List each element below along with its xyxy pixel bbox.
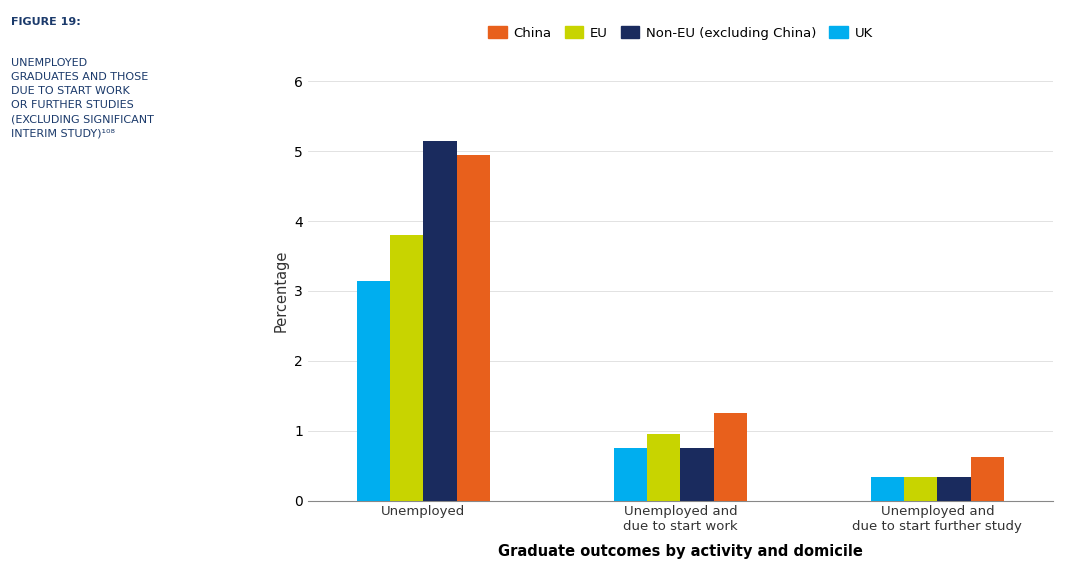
Bar — [423, 141, 457, 501]
Bar — [390, 235, 423, 501]
Bar — [613, 448, 647, 501]
X-axis label: Graduate outcomes by activity and domicile: Graduate outcomes by activity and domici… — [498, 545, 863, 559]
Bar — [356, 281, 390, 501]
Bar — [714, 413, 747, 501]
Bar — [680, 448, 714, 501]
Bar — [937, 477, 971, 501]
Text: UNEMPLOYED
GRADUATES AND THOSE
DUE TO START WORK
OR FURTHER STUDIES
(EXCLUDING S: UNEMPLOYED GRADUATES AND THOSE DUE TO ST… — [11, 58, 153, 138]
Bar — [647, 434, 680, 501]
Y-axis label: Percentage: Percentage — [273, 250, 288, 332]
Text: FIGURE 19:: FIGURE 19: — [11, 17, 81, 27]
Bar — [457, 155, 490, 501]
Legend: China, EU, Non-EU (excluding China), UK: China, EU, Non-EU (excluding China), UK — [483, 21, 878, 45]
Bar — [971, 456, 1004, 501]
Bar — [904, 477, 937, 501]
Bar — [870, 477, 904, 501]
